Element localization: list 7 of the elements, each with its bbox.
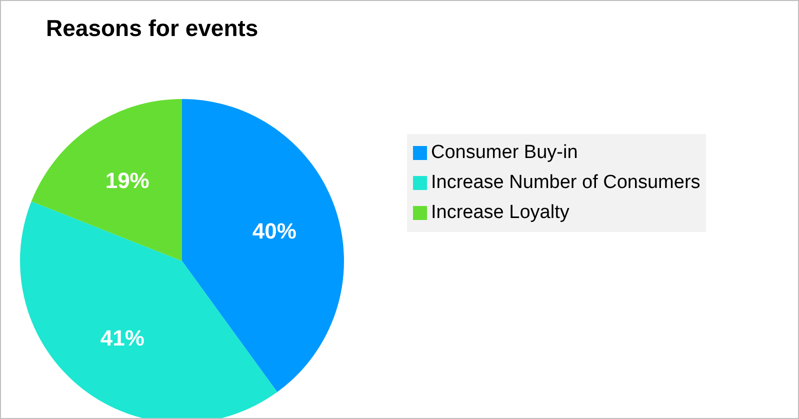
data-label: 19%: [105, 168, 150, 194]
chart-title: Reasons for events: [46, 15, 258, 42]
legend-label: Consumer Buy-in: [431, 142, 578, 164]
data-label: 41%: [100, 325, 144, 350]
legend-label: Increase Loyalty: [431, 202, 570, 224]
legend-label: Increase Number of Consumers: [431, 172, 700, 194]
data-label: 40%: [252, 218, 296, 244]
